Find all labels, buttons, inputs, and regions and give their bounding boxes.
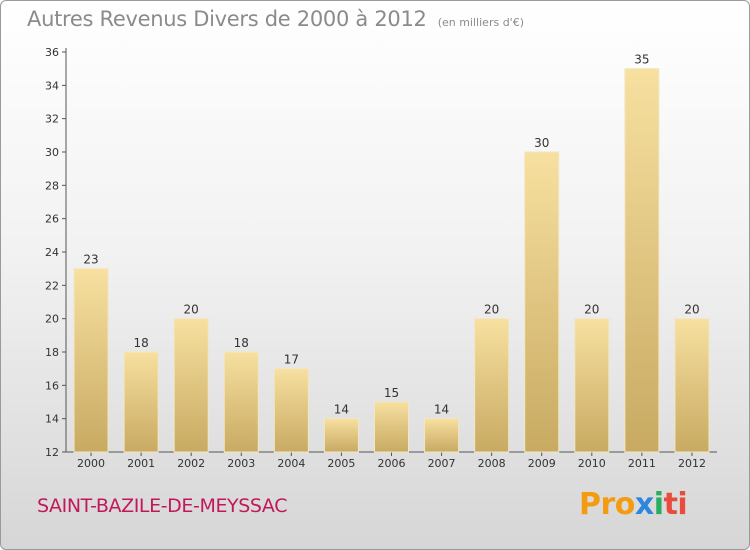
bar	[223, 351, 259, 453]
y-tick-label: 18	[45, 346, 59, 359]
data-label: 20	[184, 303, 199, 317]
brand-logo[interactable]: Proxiti	[579, 487, 688, 522]
x-tick-label: 2000	[77, 457, 105, 470]
x-tick-label: 2007	[428, 457, 456, 470]
brand-part-1: Pro	[579, 487, 635, 522]
x-tick-label: 2009	[528, 457, 556, 470]
x-tick-label: 2003	[227, 457, 255, 470]
y-tick-label: 12	[45, 446, 59, 459]
bar	[323, 418, 359, 453]
brand-part-3: i	[653, 487, 664, 522]
x-tick-label: 2004	[277, 457, 305, 470]
bar	[123, 351, 159, 453]
data-label: 18	[234, 336, 249, 350]
x-tick-label: 2002	[177, 457, 205, 470]
x-tick-label: 2005	[327, 457, 355, 470]
data-label: 18	[133, 336, 148, 350]
data-label: 20	[484, 303, 499, 317]
x-tick-label: 2011	[628, 457, 656, 470]
data-label: 14	[334, 403, 349, 417]
bar	[524, 151, 560, 453]
bars	[73, 68, 710, 453]
axes: 12 14 16 18 20 22 24 26 28 30 32 34 36	[45, 46, 717, 459]
data-label: 15	[384, 386, 399, 400]
bar	[574, 318, 610, 453]
brand-part-2: x	[634, 487, 654, 522]
bar	[624, 68, 660, 453]
y-tick-label: 20	[45, 313, 59, 326]
x-tick-label: 2008	[478, 457, 506, 470]
y-tick-label: 28	[45, 179, 59, 192]
y-tick-label: 16	[45, 379, 59, 392]
commune-name: SAINT-BAZILE-DE-MEYSSAC	[37, 495, 288, 517]
y-tick-label: 26	[45, 213, 59, 226]
y-tick-label: 22	[45, 279, 59, 292]
x-tick-label: 2001	[127, 457, 155, 470]
data-label: 14	[434, 403, 449, 417]
bar	[73, 268, 109, 453]
x-tick-label: 2012	[678, 457, 706, 470]
bar	[173, 318, 209, 453]
y-tick-label: 34	[45, 79, 59, 92]
y-tick-label: 36	[45, 46, 59, 59]
bar	[374, 401, 409, 453]
bar	[674, 318, 710, 453]
bar	[424, 418, 460, 453]
data-label: 30	[534, 136, 549, 150]
y-tick-label: 24	[45, 246, 59, 259]
labels: 2000 23 2001 18 2002 20 2003 18 2004 17 2005 14 2006…	[77, 53, 706, 470]
data-label: 23	[83, 253, 98, 267]
bar	[474, 318, 510, 453]
x-tick-label: 2010	[578, 457, 606, 470]
x-tick-label: 2006	[378, 457, 406, 470]
data-label: 35	[634, 53, 649, 67]
chart-unit: (en milliers d'€)	[437, 16, 524, 29]
brand-part-4: ti	[663, 487, 688, 522]
chart-title-block: Autres Revenus Divers de 2000 à 2012 (en…	[27, 7, 524, 31]
y-tick-label: 30	[45, 146, 59, 159]
data-label: 20	[684, 303, 699, 317]
bar	[273, 368, 309, 453]
chart-title: Autres Revenus Divers de 2000 à 2012	[27, 7, 427, 31]
data-label: 17	[284, 353, 299, 367]
y-tick-label: 14	[45, 413, 59, 426]
y-tick-label: 32	[45, 113, 59, 126]
data-label: 20	[584, 303, 599, 317]
